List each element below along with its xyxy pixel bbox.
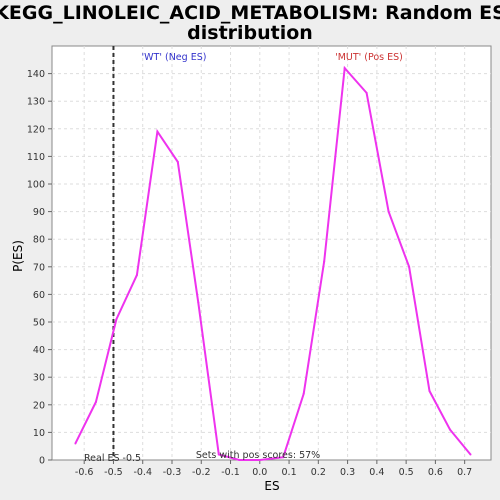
y-tick-label: 10 bbox=[33, 428, 45, 439]
data-point bbox=[302, 392, 305, 395]
x-tick-label: 0.1 bbox=[282, 467, 297, 478]
y-tick-label: 120 bbox=[27, 124, 45, 135]
x-tick-label: 0.4 bbox=[369, 467, 384, 478]
series-points bbox=[74, 67, 472, 461]
data-point bbox=[365, 91, 368, 94]
y-axis-ticks: 0 10 20 30 40 50 60 70 80 90 100 110 120 130 140 bbox=[27, 69, 52, 467]
data-point bbox=[343, 67, 346, 70]
data-point bbox=[408, 265, 411, 268]
grid-lines bbox=[52, 46, 491, 460]
data-point bbox=[469, 453, 472, 456]
data-point bbox=[74, 442, 77, 445]
x-tick-label: 0.0 bbox=[252, 467, 267, 478]
x-axis-label: ES bbox=[264, 479, 279, 493]
y-tick-label: 0 bbox=[39, 456, 45, 467]
neg-es-label: 'WT' (Neg ES) bbox=[142, 52, 207, 63]
data-point bbox=[197, 301, 200, 304]
y-tick-label: 110 bbox=[27, 152, 45, 163]
x-tick-label: -0.3 bbox=[163, 467, 182, 478]
y-tick-label: 90 bbox=[33, 207, 45, 218]
data-point bbox=[176, 160, 179, 163]
y-tick-label: 130 bbox=[27, 97, 45, 108]
data-point bbox=[217, 453, 220, 456]
x-tick-label: -0.4 bbox=[133, 467, 152, 478]
data-point bbox=[428, 390, 431, 392]
y-tick-label: 40 bbox=[33, 345, 45, 356]
y-tick-label: 20 bbox=[33, 400, 45, 411]
x-tick-label: 0.5 bbox=[399, 467, 414, 478]
y-tick-label: 60 bbox=[33, 290, 45, 301]
x-tick-label: 0.7 bbox=[457, 467, 472, 478]
x-tick-label: -0.6 bbox=[75, 467, 94, 478]
data-point bbox=[449, 428, 452, 431]
x-tick-label: -0.2 bbox=[192, 467, 211, 478]
data-point bbox=[387, 210, 390, 213]
real-es-label: Real ES -0.5 bbox=[84, 453, 141, 464]
y-tick-label: 50 bbox=[33, 318, 45, 329]
data-point bbox=[282, 456, 285, 459]
y-tick-label: 80 bbox=[33, 235, 45, 246]
data-point bbox=[258, 459, 261, 461]
data-point bbox=[323, 260, 326, 263]
chart-title-line1: KEGG_LINOLEIC_ACID_METABOLISM: Random ES bbox=[0, 2, 500, 24]
data-point bbox=[156, 130, 159, 133]
x-tick-label: -0.5 bbox=[104, 467, 123, 478]
pos-scores-label: Sets with pos scores: 57% bbox=[196, 450, 320, 461]
y-tick-label: 70 bbox=[33, 262, 45, 273]
data-point bbox=[238, 459, 241, 461]
plot-area bbox=[51, 45, 492, 461]
x-tick-label: 0.6 bbox=[428, 467, 443, 478]
x-tick-label: -0.1 bbox=[221, 467, 240, 478]
y-tick-label: 100 bbox=[27, 180, 45, 191]
data-point bbox=[94, 401, 97, 404]
data-point bbox=[115, 318, 118, 321]
y-axis-label: P(ES) bbox=[11, 240, 25, 272]
x-tick-label: 0.2 bbox=[311, 467, 326, 478]
x-axis-ticks: -0.6 -0.5 -0.4 -0.3 -0.2 -0.1 0.0 0.1 0.2 0.3 0.4 0… bbox=[75, 460, 472, 478]
x-tick-label: 0.3 bbox=[340, 467, 355, 478]
chart-title-line2: distribution bbox=[187, 22, 313, 44]
series-line-es-distribution bbox=[74, 65, 472, 461]
y-tick-label: 140 bbox=[27, 69, 45, 80]
pos-es-label: 'MUT' (Pos ES) bbox=[335, 52, 403, 63]
data-point bbox=[135, 274, 138, 277]
y-tick-label: 30 bbox=[33, 373, 45, 384]
